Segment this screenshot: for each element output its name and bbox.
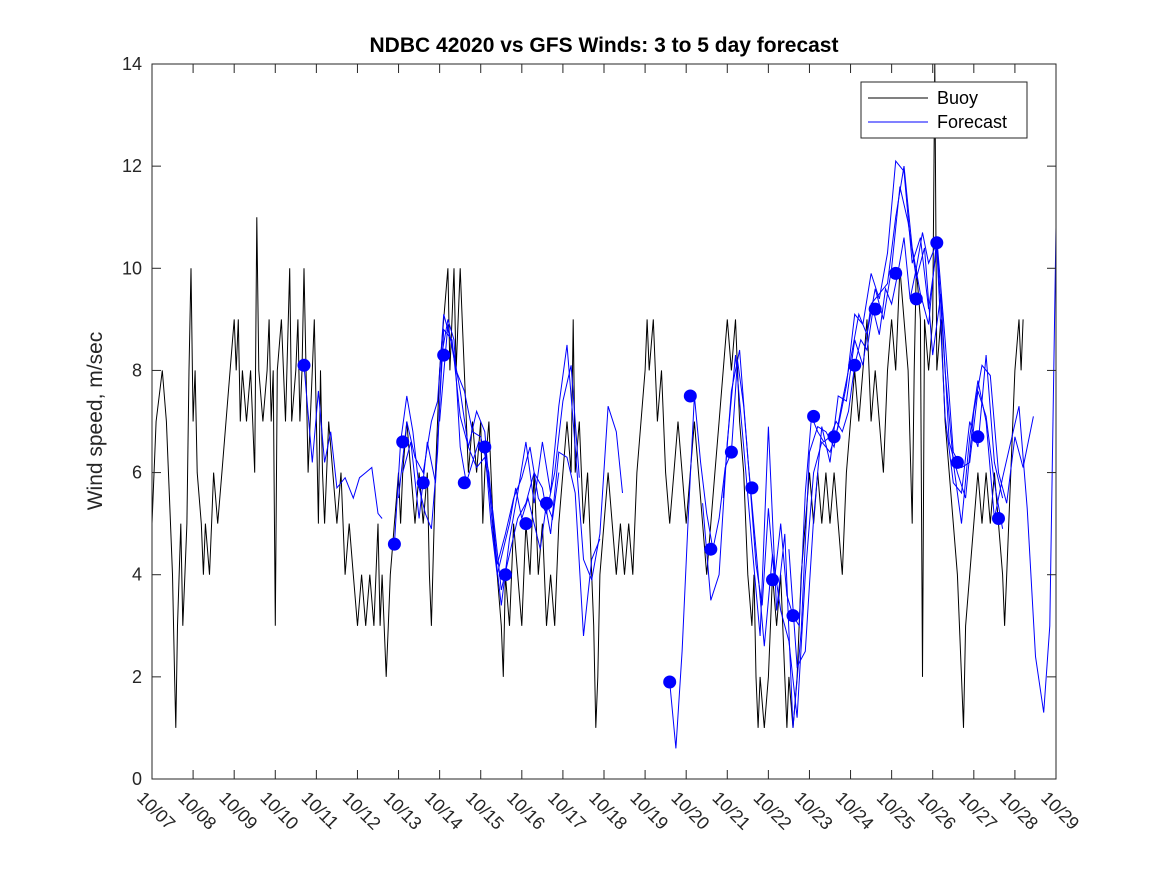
forecast-marker-5 — [437, 348, 451, 362]
y-tick-label: 2 — [132, 667, 142, 687]
forecast-series-line-1 — [303, 365, 383, 519]
forecast-marker-12 — [683, 389, 697, 403]
forecast-series-line-2 — [393, 319, 560, 575]
forecast-marker-19 — [827, 430, 841, 444]
forecast-marker-26 — [971, 430, 985, 444]
y-tick-label: 4 — [132, 565, 142, 585]
forecast-marker-11 — [663, 675, 677, 689]
forecast-marker-18 — [807, 409, 821, 423]
forecast-marker-7 — [478, 440, 492, 454]
forecast-marker-16 — [766, 573, 779, 587]
y-tick-label: 0 — [132, 769, 142, 789]
y-tick-label: 8 — [132, 360, 142, 380]
forecast-marker-23 — [909, 292, 923, 306]
y-axis-ticks: 0 2 4 6 8 10 12 14 — [122, 54, 1056, 789]
forecast-series-line-4 — [402, 328, 601, 637]
forecast-marker-8 — [498, 568, 512, 582]
forecast-marker-25 — [950, 455, 964, 469]
forecast-marker-24 — [930, 236, 944, 250]
forecast-marker-21 — [868, 302, 882, 316]
forecast-marker-17 — [786, 609, 800, 623]
legend-forecast-label: Forecast — [937, 112, 1007, 132]
buoy-series-line — [152, 64, 1024, 728]
forecast-marker-9 — [519, 517, 533, 531]
series-layer — [152, 64, 1056, 749]
forecast-marker-13 — [704, 542, 718, 556]
y-tick-label: 14 — [122, 54, 142, 74]
y-tick-label: 10 — [122, 258, 142, 278]
forecast-marker-20 — [848, 358, 862, 372]
y-tick-label: 6 — [132, 463, 142, 483]
forecast-marker-22 — [889, 266, 903, 280]
forecast-marker-3 — [396, 435, 410, 449]
plot-area — [152, 64, 1056, 779]
forecast-marker-4 — [416, 476, 430, 490]
forecast-marker-10 — [540, 496, 553, 510]
y-axis-label: Wind speed, m/sec — [84, 332, 107, 511]
legend-box — [860, 81, 1028, 139]
forecast-marker-27 — [992, 512, 1005, 525]
legend-buoy-label: Buoy — [937, 88, 978, 108]
forecast-series-line-3 — [398, 314, 623, 606]
y-tick-label: 12 — [122, 156, 142, 176]
forecast-marker-1 — [297, 358, 311, 372]
forecast-series-line-5 — [439, 324, 580, 565]
forecast-series-line-9 — [788, 166, 1004, 669]
legend: Buoy Forecast — [860, 81, 1028, 139]
forecast-marker-15 — [745, 481, 759, 495]
forecast-marker-14 — [724, 445, 738, 459]
chart-title: NDBC 42020 vs GFS Winds: 3 to 5 day fore… — [370, 34, 839, 57]
forecast-marker-2 — [387, 537, 401, 551]
forecast-marker-6 — [457, 476, 471, 490]
